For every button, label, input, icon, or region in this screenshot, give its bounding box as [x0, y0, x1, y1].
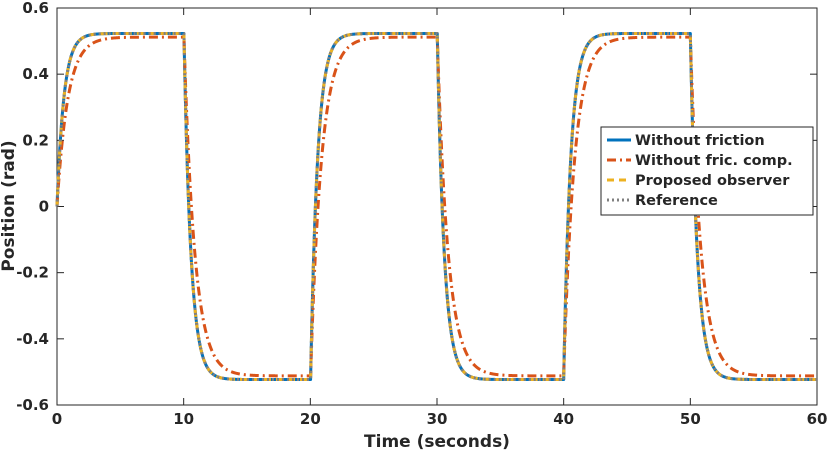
- x-tick-label: 20: [300, 410, 321, 428]
- y-tick-label: -0.2: [16, 264, 49, 282]
- y-tick-label: -0.4: [16, 330, 49, 348]
- y-tick-label: 0: [39, 198, 49, 216]
- series-line-4: [55, 31, 819, 382]
- x-tick-label: 30: [427, 410, 448, 428]
- legend: Without friction Without fric. comp. Propo…: [600, 126, 814, 216]
- tick-labels: 0 10 20 30 40 50 60 -0.6 -0.4 -0.2 0 0.2 0.4 0.6: [16, 0, 827, 428]
- series-lines: [55, 31, 819, 382]
- x-tick-label: 50: [680, 410, 701, 428]
- x-tick-label: 10: [173, 410, 194, 428]
- y-tick-label: 0.2: [22, 131, 49, 149]
- x-tick-label: 0: [52, 410, 62, 428]
- x-axis-label: Time (seconds): [364, 432, 510, 452]
- legend-label: Without friction: [635, 133, 765, 149]
- x-tick-label: 60: [807, 410, 828, 428]
- y-tick-label: 0.6: [22, 0, 49, 17]
- y-tick-label: 0.4: [22, 65, 49, 83]
- legend-label: Reference: [635, 193, 718, 209]
- y-tick-label: -0.6: [16, 396, 49, 414]
- legend-box: [600, 126, 814, 216]
- x-tick-label: 40: [553, 410, 574, 428]
- legend-label: Without fric. comp.: [635, 153, 793, 169]
- legend-label: Proposed observer: [635, 173, 790, 189]
- y-axis-label: Position (rad): [0, 140, 19, 271]
